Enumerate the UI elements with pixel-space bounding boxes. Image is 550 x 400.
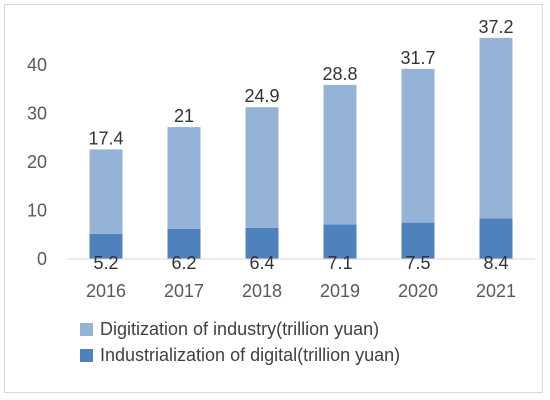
legend-swatch <box>80 323 93 336</box>
data-label-industrialization: 5.2 <box>93 253 118 273</box>
x-tick-label: 2017 <box>164 281 204 301</box>
bar-industrialization-2021 <box>479 218 513 259</box>
bar-industrialization-2018 <box>245 227 279 259</box>
data-label-digitization: 31.7 <box>400 48 435 68</box>
data-label-industrialization: 6.2 <box>171 253 196 273</box>
y-tick-label: 0 <box>37 249 47 269</box>
data-label-industrialization: 6.4 <box>249 253 274 273</box>
x-tick-label: 2016 <box>86 281 126 301</box>
bar-digitization-2020 <box>401 68 435 223</box>
y-tick-label: 10 <box>27 201 47 221</box>
bar-digitization-2016 <box>89 149 123 234</box>
legend-swatch <box>80 349 93 362</box>
data-label-industrialization: 7.5 <box>405 253 430 273</box>
data-label-digitization: 37.2 <box>478 17 513 37</box>
chart-frame: 0 10 20 30 40 2016 2017 2018 2019 2020 2021 5.2 17.… <box>4 4 543 393</box>
bars-layer <box>89 37 513 259</box>
data-label-digitization: 21 <box>174 106 194 126</box>
legend-label: Digitization of industry(trillion yuan) <box>100 319 379 339</box>
data-label-industrialization: 8.4 <box>483 253 508 273</box>
data-label-digitization: 28.8 <box>322 64 357 84</box>
data-label-digitization: 17.4 <box>88 128 123 148</box>
bar-industrialization-2020 <box>401 222 435 259</box>
bar-digitization-2017 <box>167 127 201 229</box>
stacked-bar-chart: 0 10 20 30 40 2016 2017 2018 2019 2020 2021 5.2 17.… <box>27 17 535 365</box>
y-tick-label: 30 <box>27 104 47 124</box>
legend: Digitization of industry(trillion yuan) I… <box>80 319 400 365</box>
bar-industrialization-2016 <box>89 233 123 259</box>
bar-digitization-2018 <box>245 107 279 228</box>
x-tick-label: 2018 <box>242 281 282 301</box>
data-labels-layer: 5.2 17.4 6.2 21 6.4 24.9 7.1 28.8 7.5 31.7 8.4 37.2 <box>88 17 513 273</box>
bar-industrialization-2017 <box>167 228 201 259</box>
x-tick-label: 2019 <box>320 281 360 301</box>
data-label-digitization: 24.9 <box>244 86 279 106</box>
data-label-industrialization: 7.1 <box>327 253 352 273</box>
axis-layer: 0 10 20 30 40 2016 2017 2018 2019 2020 2021 <box>27 55 535 301</box>
legend-label: Industrialization of digital(trillion yu… <box>100 345 400 365</box>
bar-digitization-2021 <box>479 37 513 219</box>
x-tick-label: 2021 <box>476 281 516 301</box>
x-tick-label: 2020 <box>398 281 438 301</box>
bar-industrialization-2019 <box>323 224 357 259</box>
bar-digitization-2019 <box>323 84 357 225</box>
y-tick-label: 40 <box>27 55 47 75</box>
y-tick-label: 20 <box>27 152 47 172</box>
